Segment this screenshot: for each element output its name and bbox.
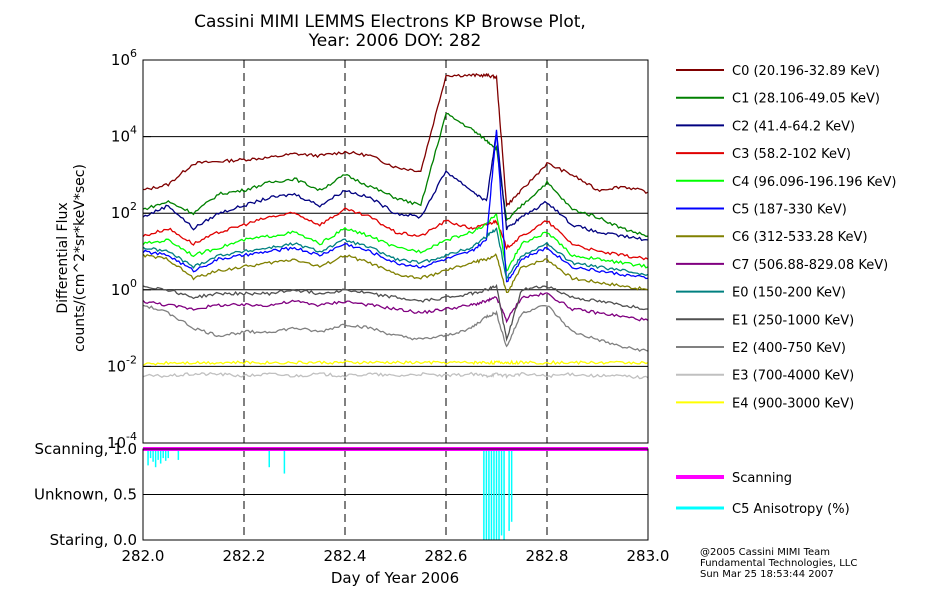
legend-label: E1 (250-1000 KeV) <box>732 313 854 328</box>
main-frame <box>142 59 649 444</box>
scan-tick-label: Unknown, 0.5 <box>34 486 137 504</box>
chart-title-line2: Year: 2006 DOY: 282 <box>308 31 482 51</box>
series-line-2 <box>142 131 649 242</box>
legend-label: C5 (187-330 KeV) <box>732 203 847 218</box>
y-tick-label: 102 <box>111 200 137 222</box>
y-tick-label: 100 <box>111 277 137 299</box>
scan-tick-label: Scanning, 1.0 <box>34 440 137 458</box>
y-tick-label: 10-4 <box>107 430 137 452</box>
x-axis-label: Day of Year 2006 <box>331 569 459 587</box>
x-tick-label: 282.2 <box>223 547 266 565</box>
series-line-6 <box>142 253 649 294</box>
x-tick-label: 282.8 <box>526 547 569 565</box>
scan-frame <box>142 448 649 541</box>
series-line-5 <box>142 129 649 283</box>
chart-title-line1: Cassini MIMI LEMMS Electrons KP Browse P… <box>194 12 586 32</box>
flux-panel: 10-4 10-2 100 102 104 106 <box>107 47 649 452</box>
y-axis-label-line1: Differential Flux <box>55 202 71 313</box>
x-tick-label: 282.0 <box>122 547 165 565</box>
scan-tick-label: Staring, 0.0 <box>50 531 137 549</box>
legend-label: Scanning <box>732 471 792 486</box>
legend-label: C6 (312-533.28 KeV) <box>732 230 868 245</box>
series-line-0 <box>143 72 649 208</box>
legend-label: E2 (400-750 KeV) <box>732 341 846 356</box>
credit-line3: Sun Mar 25 18:53:44 2007 <box>700 569 834 580</box>
legend-label: E0 (150-200 KeV) <box>732 286 846 301</box>
y-tick-label: 10-2 <box>107 353 137 375</box>
legend: C0 (20.196-32.89 KeV) C1 (28.106-49.05 Ke… <box>676 64 896 517</box>
legend-label: C1 (28.106-49.05 KeV) <box>732 92 880 107</box>
series-line-1 <box>142 112 649 237</box>
y-axis-label-line2: counts/(cm^2*sr*keV*sec) <box>72 164 88 352</box>
series-line-12 <box>142 359 649 367</box>
legend-label: C3 (58.2-102 KeV) <box>732 147 851 162</box>
legend-label: C0 (20.196-32.89 KeV) <box>732 64 880 79</box>
series-line-10 <box>142 304 649 352</box>
series-line-8 <box>142 227 649 281</box>
legend-label: C5 Anisotropy (%) <box>732 502 850 517</box>
x-tick-label: 282.4 <box>324 547 367 565</box>
x-tick-label: 282.6 <box>425 547 468 565</box>
credit-line2: Fundamental Technologies, LLC <box>700 558 857 569</box>
credit-line1: @2005 Cassini MIMI Team <box>700 547 830 558</box>
legend-label: C2 (41.4-64.2 KeV) <box>732 119 855 134</box>
y-tick-label: 106 <box>111 47 137 69</box>
legend-label: E3 (700-4000 KeV) <box>732 369 854 384</box>
series-line-7 <box>142 292 649 324</box>
legend-label: C4 (96.096-196.196 KeV) <box>732 175 896 190</box>
series-line-9 <box>142 283 648 342</box>
series-line-4 <box>142 213 649 272</box>
series-line-3 <box>142 207 649 261</box>
legend-label: E4 (900-3000 KeV) <box>732 396 854 411</box>
series-line-11 <box>142 371 649 380</box>
x-tick-label: 283.0 <box>627 547 670 565</box>
y-tick-label: 104 <box>111 124 137 146</box>
legend-label: C7 (506.88-829.08 KeV) <box>732 258 888 273</box>
